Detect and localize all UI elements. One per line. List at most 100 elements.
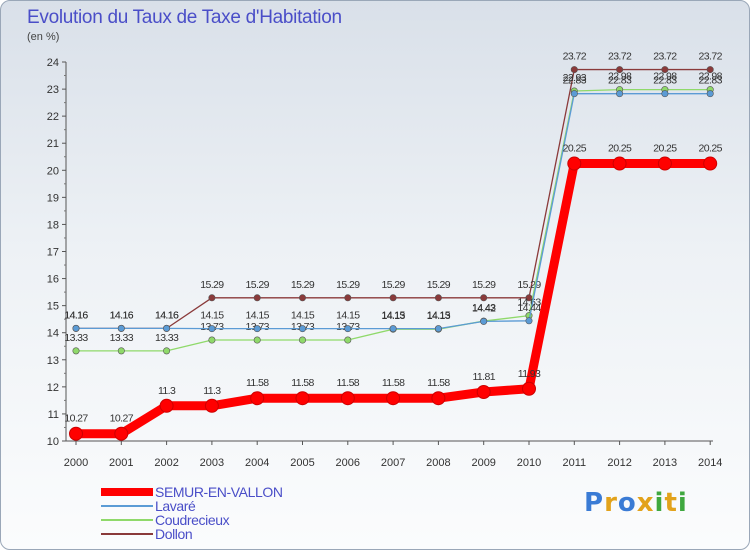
data-point — [208, 336, 216, 344]
data-point — [298, 325, 306, 333]
data-label: 15.29 — [472, 279, 496, 291]
y-tick-label: 23 — [47, 84, 59, 96]
data-label: 14.16 — [64, 309, 88, 321]
data-point — [661, 66, 669, 74]
data-point — [117, 347, 125, 355]
y-tick-label: 21 — [47, 138, 59, 150]
legend-swatch — [101, 488, 153, 496]
brand-letter: i — [677, 488, 688, 518]
x-tick-label: 2002 — [154, 457, 178, 469]
legend-item: Dollon — [101, 526, 283, 542]
data-point — [476, 385, 491, 400]
y-tick-label: 24 — [47, 57, 59, 69]
data-label: 14.15 — [381, 310, 405, 322]
x-tick-label: 2009 — [471, 457, 495, 469]
data-label: 13.33 — [155, 332, 179, 344]
x-tick-label: 2006 — [336, 457, 360, 469]
x-tick-label: 2014 — [698, 457, 722, 469]
data-point — [163, 347, 171, 355]
data-label: 14.16 — [110, 309, 134, 321]
data-label: 15.29 — [246, 279, 270, 291]
data-label: 14.16 — [155, 309, 179, 321]
data-label: 11.58 — [337, 377, 360, 389]
data-label: 14.13 — [427, 310, 451, 322]
data-point — [72, 324, 80, 332]
series-dollon: 14.16 14.16 14.16 15.29 15.29 15.29 15.29 15.29… — [64, 51, 723, 332]
y-tick-label: 11 — [48, 409, 59, 421]
data-point — [253, 325, 261, 333]
y-tick-label: 12 — [47, 382, 59, 394]
data-point — [706, 66, 714, 74]
data-label: 11.58 — [246, 377, 269, 389]
data-label: 11.58 — [382, 377, 405, 389]
y-tick-label: 14 — [47, 328, 59, 340]
data-point — [616, 90, 624, 98]
data-point — [522, 381, 536, 396]
data-label: 22.83 — [563, 75, 587, 87]
data-point — [295, 391, 310, 406]
data-point — [657, 156, 672, 171]
brand-letter: t — [664, 488, 678, 518]
data-point — [253, 336, 261, 344]
data-label: 23.72 — [563, 51, 587, 63]
brand-letter: x — [636, 488, 655, 518]
data-label: 23.72 — [699, 51, 723, 63]
data-point — [208, 294, 216, 302]
data-label: 15.29 — [517, 279, 541, 291]
x-tick-label: 2010 — [517, 457, 541, 469]
data-label: 20.25 — [653, 143, 677, 155]
brand-letter: P — [584, 488, 605, 518]
data-label: 22.93 — [563, 72, 587, 84]
data-label: 15.29 — [336, 279, 360, 291]
x-tick-label: 2008 — [426, 457, 450, 469]
data-label: 22.98 — [653, 71, 677, 83]
data-label: 20.25 — [699, 143, 723, 155]
y-tick-label: 17 — [47, 247, 59, 259]
legend-swatch — [101, 505, 153, 507]
data-label: 11.81 — [472, 371, 495, 383]
data-label: 14.44 — [517, 302, 541, 314]
data-point — [204, 398, 219, 413]
data-label: 14.15 — [291, 310, 315, 322]
data-label: 15.29 — [381, 279, 405, 291]
data-label: 22.83 — [608, 75, 632, 87]
data-label: 14.15 — [200, 310, 224, 322]
legend-label: Lavaré — [155, 498, 196, 514]
data-label: 14.13 — [381, 310, 405, 322]
data-label: 10.27 — [110, 413, 134, 425]
data-label: 15.29 — [291, 279, 315, 291]
data-point — [253, 294, 261, 302]
data-label: 14.16 — [155, 309, 179, 321]
data-label: 11.58 — [427, 377, 450, 389]
data-label: 11.3 — [158, 385, 176, 397]
x-tick-label: 2000 — [64, 457, 88, 469]
legend-item: Coudrecieux — [101, 512, 283, 528]
data-label: 14.16 — [110, 309, 134, 321]
data-point — [389, 325, 397, 333]
data-label: 22.98 — [699, 71, 723, 83]
data-point — [434, 294, 442, 302]
data-label: 20.25 — [563, 143, 587, 155]
data-label: 13.33 — [64, 332, 88, 344]
legend-item: SEMUR-EN-VALLON — [101, 484, 283, 500]
x-tick-label: 2004 — [245, 457, 269, 469]
x-tick-label: 2013 — [653, 457, 677, 469]
data-point — [567, 156, 582, 171]
data-point — [480, 294, 488, 302]
data-point — [612, 156, 627, 171]
data-label: 11.58 — [291, 377, 314, 389]
data-point — [434, 325, 442, 333]
x-tick-label: 2001 — [109, 457, 133, 469]
data-point — [570, 90, 578, 98]
data-label: 20.25 — [608, 143, 632, 155]
data-label: 14.15 — [246, 310, 270, 322]
data-point — [298, 336, 306, 344]
data-point — [298, 294, 306, 302]
legend-item: Lavaré — [101, 498, 283, 514]
y-tick-label: 13 — [47, 355, 59, 367]
data-label: 13.33 — [110, 332, 134, 344]
data-point — [344, 336, 352, 344]
data-label: 11.3 — [203, 385, 221, 397]
data-point — [208, 325, 216, 333]
